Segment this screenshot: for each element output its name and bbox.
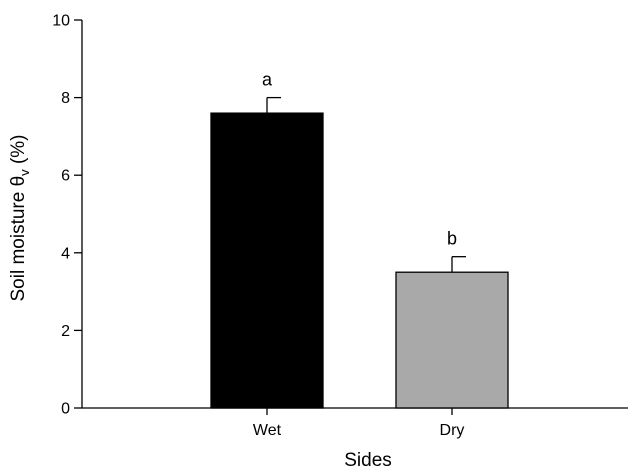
plot-area: 0 2 4 6 8 10 a Wet b Dry [52, 13, 628, 439]
bar-wet [210, 112, 324, 409]
significance-letter-wet: a [262, 70, 273, 90]
significance-letter-dry: b [447, 229, 457, 249]
y-axis-title-symbol: θ [8, 176, 29, 187]
y-axis-title: Soil moisture θv (%) [8, 134, 32, 301]
y-axis-title-suffix: (%) [8, 134, 29, 169]
y-tick-label-5: 10 [52, 13, 70, 30]
bar-dry [395, 271, 509, 409]
y-axis-title-subscript: v [17, 169, 32, 176]
x-tick-label-dry: Dry [440, 422, 465, 439]
y-tick-label-2: 4 [61, 245, 70, 262]
y-tick-label-4: 8 [61, 90, 70, 107]
x-tick-label-wet: Wet [253, 422, 282, 439]
x-axis-title: Sides [344, 450, 392, 471]
y-axis-title-prefix: Soil moisture [8, 186, 29, 301]
y-tick-label-3: 6 [61, 168, 70, 185]
y-tick-label-0: 0 [61, 401, 70, 418]
y-tick-label-1: 2 [61, 323, 70, 340]
